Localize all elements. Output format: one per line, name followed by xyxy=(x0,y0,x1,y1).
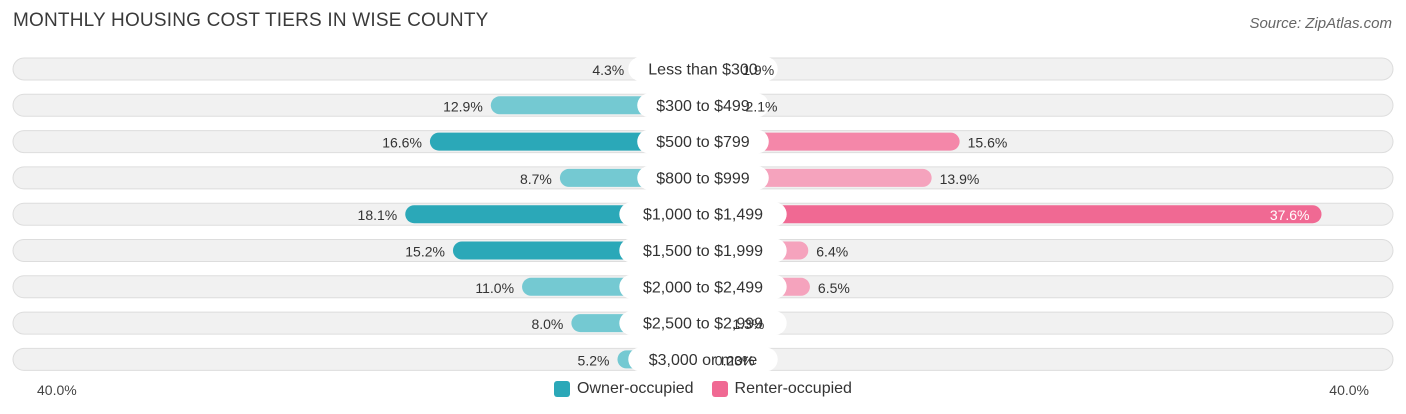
renter-value-label: 1.3% xyxy=(732,316,764,332)
category-pill xyxy=(637,93,769,118)
owner-value-label: 8.7% xyxy=(520,171,552,187)
category-pill xyxy=(619,274,787,299)
category-label: Less than $300 xyxy=(648,62,758,79)
owner-value-label: 11.0% xyxy=(475,280,514,296)
category-label: $1,500 to $1,999 xyxy=(643,243,763,260)
chart-title: MONTHLY HOUSING COST TIERS IN WISE COUNT… xyxy=(13,10,489,31)
renter-value-label: 13.9% xyxy=(940,171,980,187)
renter-value-label: 6.5% xyxy=(818,280,850,296)
renter-value-label: 6.4% xyxy=(816,244,848,260)
axis-min-label: 40.0% xyxy=(37,382,77,398)
source-note: Source: ZipAtlas.com xyxy=(1249,15,1392,32)
category-label: $1,000 to $1,499 xyxy=(643,207,763,224)
legend-label-renter: Renter-occupied xyxy=(734,380,852,397)
category-label: $800 to $999 xyxy=(656,170,750,187)
renter-value-label: 0.23% xyxy=(715,352,755,368)
category-pill xyxy=(619,311,787,336)
legend-swatch-renter xyxy=(711,381,728,397)
renter-value-label: 2.1% xyxy=(746,98,778,114)
legend-label-owner: Owner-occupied xyxy=(577,380,694,397)
category-pill xyxy=(637,165,769,190)
legend-swatch-owner xyxy=(554,381,571,397)
category-label: $300 to $499 xyxy=(656,98,750,115)
legend-item-renter: Renter-occupied xyxy=(711,380,852,398)
renter-value-label: 15.6% xyxy=(968,135,1008,151)
category-pill xyxy=(637,129,769,154)
axis-max-label: 40.0% xyxy=(1329,382,1369,398)
legend: Owner-occupied Renter-occupied xyxy=(0,380,1406,398)
category-pill xyxy=(619,238,787,263)
owner-value-label: 4.3% xyxy=(592,62,624,78)
owner-bar xyxy=(429,132,703,151)
legend-item-owner: Owner-occupied xyxy=(554,380,694,398)
category-label: $2,500 to $2,999 xyxy=(643,316,763,333)
category-label: $3,000 or more xyxy=(649,352,758,369)
category-label: $500 to $799 xyxy=(656,134,750,151)
owner-value-label: 18.1% xyxy=(358,207,398,223)
category-pill xyxy=(619,202,787,227)
owner-value-label: 15.2% xyxy=(405,244,445,260)
owner-value-label: 8.0% xyxy=(531,316,563,332)
owner-value-label: 16.6% xyxy=(382,135,422,151)
owner-value-label: 5.2% xyxy=(578,352,610,368)
renter-bar xyxy=(703,205,1322,224)
renter-value-label: 1.9% xyxy=(742,62,774,78)
renter-value-label: 37.6% xyxy=(1270,207,1310,223)
category-pill xyxy=(628,347,778,372)
category-label: $2,000 to $2,499 xyxy=(643,279,763,296)
owner-value-label: 12.9% xyxy=(443,98,483,114)
category-pill xyxy=(628,57,778,81)
